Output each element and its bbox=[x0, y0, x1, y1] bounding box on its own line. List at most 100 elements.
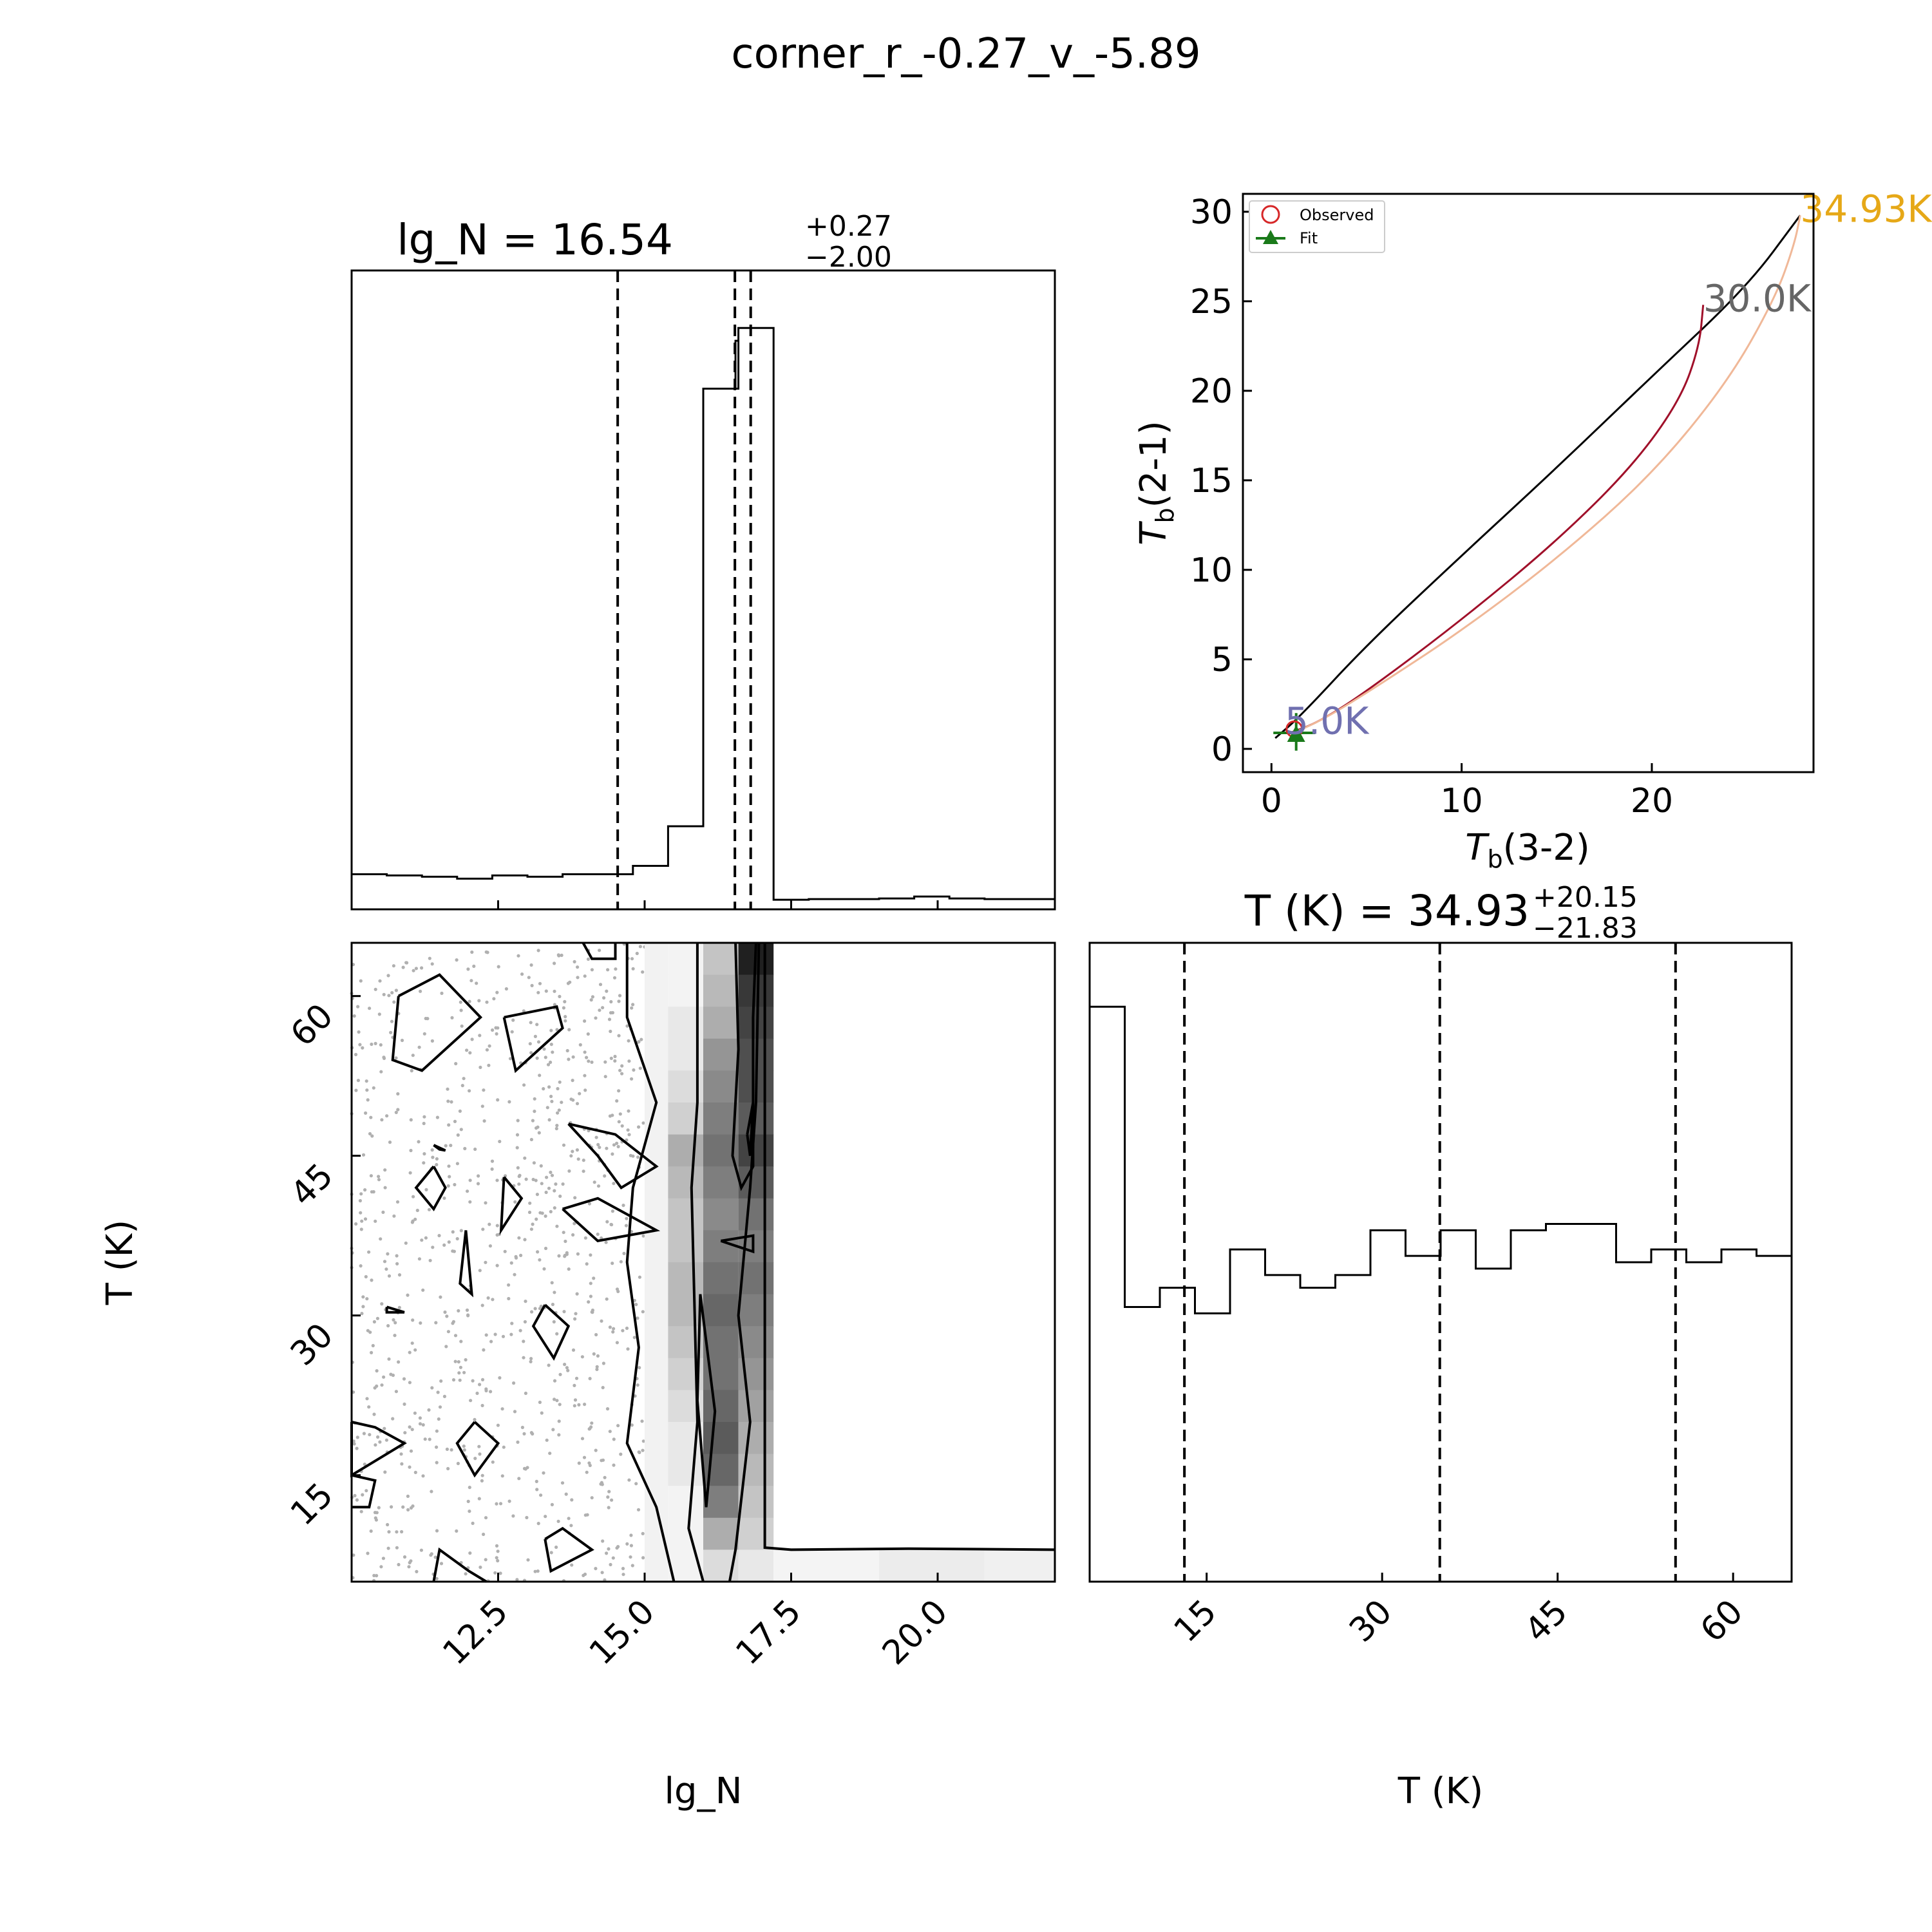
sample-point bbox=[453, 1359, 457, 1363]
density-cell bbox=[703, 1038, 739, 1071]
sample-point bbox=[553, 1379, 557, 1383]
sample-point bbox=[363, 1463, 366, 1466]
density-contour bbox=[385, 1305, 405, 1314]
sample-point bbox=[361, 1295, 365, 1299]
sample-point bbox=[550, 1099, 554, 1103]
sample-point bbox=[433, 1555, 437, 1559]
sample-point bbox=[451, 1249, 455, 1253]
sample-point bbox=[426, 1017, 430, 1021]
sample-point bbox=[607, 1018, 612, 1021]
sample-point bbox=[560, 953, 564, 957]
sample-point bbox=[495, 990, 499, 994]
sample-point bbox=[582, 1455, 587, 1459]
sample-point bbox=[542, 1267, 546, 1271]
sample-point bbox=[415, 1208, 419, 1213]
sample-point bbox=[608, 1325, 612, 1329]
sample-point bbox=[571, 1348, 576, 1352]
sample-point bbox=[359, 979, 363, 983]
sample-point bbox=[491, 1028, 495, 1032]
joint-y-tick-label: 30 bbox=[283, 1316, 341, 1373]
sample-point bbox=[573, 1383, 576, 1387]
sample-point bbox=[538, 981, 542, 985]
sample-point bbox=[573, 1196, 577, 1200]
density-contour bbox=[728, 942, 761, 1582]
sample-point bbox=[510, 1321, 514, 1325]
sample-point bbox=[509, 1261, 513, 1265]
density-cell bbox=[738, 1262, 774, 1295]
sample-point bbox=[612, 1437, 616, 1441]
tb-y-tick-label: 5 bbox=[1211, 641, 1233, 679]
t-title-lower-error: −21.83 bbox=[1533, 912, 1638, 945]
sample-point bbox=[615, 1099, 619, 1103]
sample-point bbox=[495, 1179, 499, 1182]
sample-point bbox=[555, 1399, 559, 1403]
sample-point bbox=[397, 1562, 401, 1567]
sample-point bbox=[550, 1173, 554, 1177]
sample-point bbox=[576, 976, 580, 980]
sample-point bbox=[370, 1042, 374, 1046]
sample-point bbox=[419, 1321, 422, 1325]
sample-point bbox=[587, 1202, 592, 1206]
sample-point bbox=[453, 1334, 458, 1338]
sample-point bbox=[501, 1334, 506, 1338]
sample-point bbox=[598, 983, 603, 987]
sample-point bbox=[439, 1295, 442, 1299]
sample-point bbox=[395, 1546, 399, 1549]
sample-point bbox=[586, 957, 591, 961]
sample-point bbox=[570, 1563, 574, 1567]
lg-n-histogram-substep bbox=[734, 339, 739, 389]
tb-y-axis-label: Tb(2-1) bbox=[1133, 421, 1179, 545]
density-cell bbox=[703, 1486, 739, 1519]
sample-point bbox=[435, 1157, 439, 1161]
sample-point bbox=[636, 1155, 640, 1159]
sample-point bbox=[354, 1088, 358, 1092]
sample-point bbox=[601, 1539, 605, 1543]
sample-point bbox=[419, 989, 422, 993]
density-cell bbox=[738, 1198, 774, 1231]
tb-y-tick-label: 20 bbox=[1190, 372, 1233, 411]
sample-point bbox=[603, 1060, 607, 1064]
sample-point bbox=[468, 999, 471, 1003]
sample-point bbox=[484, 1387, 488, 1391]
density-cell bbox=[668, 1294, 703, 1327]
sample-point bbox=[557, 954, 561, 958]
sample-point bbox=[399, 1452, 403, 1456]
sample-point bbox=[459, 1365, 463, 1369]
sample-point bbox=[632, 1336, 636, 1340]
sample-point bbox=[515, 1133, 520, 1137]
sample-point bbox=[563, 1363, 567, 1367]
sample-point bbox=[520, 1425, 525, 1430]
sample-point bbox=[635, 951, 639, 956]
sample-point bbox=[457, 1360, 460, 1364]
sample-point bbox=[630, 1077, 634, 1081]
sample-point bbox=[562, 1143, 566, 1147]
sample-point bbox=[387, 994, 391, 998]
sample-point bbox=[625, 1326, 629, 1331]
sample-point bbox=[478, 1034, 482, 1037]
sample-point bbox=[595, 1365, 599, 1368]
sample-point bbox=[583, 1236, 588, 1240]
sample-point bbox=[445, 1314, 449, 1318]
density-cell bbox=[738, 1390, 774, 1423]
sample-point bbox=[595, 1367, 599, 1371]
sample-point bbox=[522, 1432, 526, 1435]
sample-point bbox=[492, 997, 496, 1001]
tb-x-tick-label: 0 bbox=[1261, 782, 1282, 820]
sample-point bbox=[600, 1571, 604, 1575]
sample-point bbox=[365, 1397, 369, 1401]
sample-point bbox=[411, 1318, 415, 1322]
sample-point bbox=[544, 1515, 547, 1519]
sample-point bbox=[409, 1118, 413, 1122]
sample-point bbox=[522, 1083, 526, 1087]
sample-point bbox=[536, 1250, 540, 1254]
sample-point bbox=[495, 1502, 498, 1506]
sample-point bbox=[535, 1217, 538, 1221]
sample-point bbox=[459, 1229, 463, 1233]
sample-point bbox=[396, 1108, 400, 1112]
sample-point bbox=[383, 1260, 387, 1264]
sample-point bbox=[554, 1182, 558, 1186]
sample-point bbox=[355, 1446, 359, 1450]
density-contour bbox=[391, 973, 483, 1072]
density-cell bbox=[703, 1326, 739, 1359]
sample-point bbox=[430, 1039, 435, 1043]
